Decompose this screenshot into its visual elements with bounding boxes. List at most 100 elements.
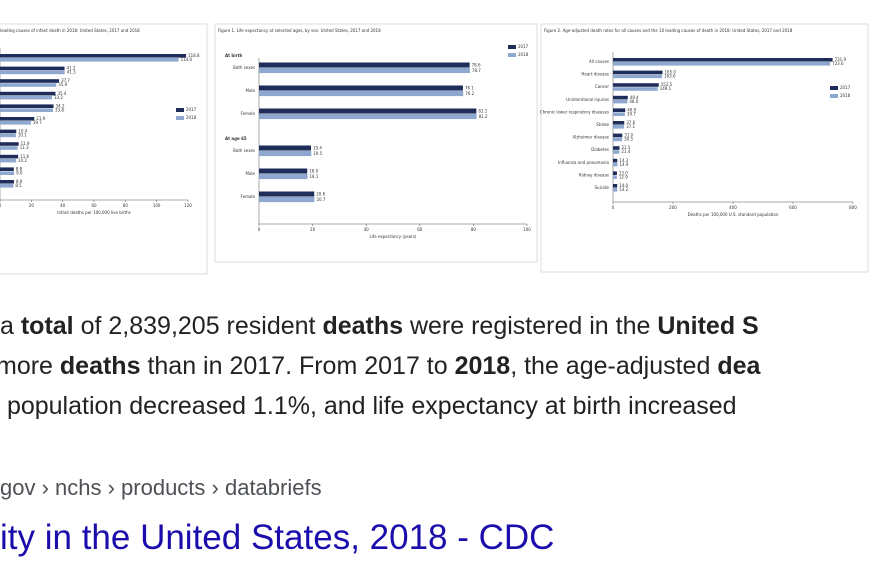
bar bbox=[0, 54, 187, 58]
bar bbox=[0, 95, 53, 100]
image-strip: leading causes of infant death in 2018: … bbox=[0, 23, 869, 275]
value-label: 8.9 bbox=[16, 179, 23, 184]
bar bbox=[613, 83, 659, 87]
value-label: 152.5 bbox=[661, 82, 673, 87]
bar bbox=[613, 146, 620, 150]
bar bbox=[0, 79, 60, 83]
value-label: 34.2 bbox=[56, 103, 65, 108]
value-label: 10.1 bbox=[18, 133, 27, 138]
bar bbox=[259, 68, 470, 74]
legend-label: 2018 bbox=[840, 93, 851, 98]
value-label: 9.0 bbox=[16, 170, 23, 175]
bar bbox=[613, 70, 663, 75]
snippet-text: United S bbox=[657, 312, 759, 340]
snippet-line: population decreased 1.1%, and life expe… bbox=[0, 392, 737, 421]
thumbnail[interactable] bbox=[214, 23, 538, 263]
snippet-text: total bbox=[20, 312, 74, 340]
category-label: Diabetes bbox=[591, 147, 609, 152]
bar bbox=[613, 87, 658, 91]
bar bbox=[0, 129, 17, 134]
legend-label: 2017 bbox=[518, 44, 529, 49]
bar bbox=[0, 83, 57, 87]
value-label: 35.9 bbox=[58, 82, 67, 87]
x-tick-label: 600 bbox=[789, 205, 797, 210]
group-label: At birth bbox=[225, 53, 243, 58]
legend-swatch bbox=[176, 108, 184, 112]
thumbnail[interactable] bbox=[0, 23, 208, 275]
snippet-text: of 2,839,205 resident bbox=[73, 312, 323, 340]
x-tick-label: 200 bbox=[669, 205, 677, 210]
category-label: Alzheimer disease bbox=[572, 135, 609, 140]
snippet-text: than in 2017. From 2017 to bbox=[140, 352, 455, 380]
bar bbox=[613, 125, 625, 129]
category-label: Female bbox=[241, 111, 256, 116]
legend-label: 2017 bbox=[840, 85, 851, 90]
snippet-text: deaths bbox=[322, 312, 404, 340]
value-label: 39.7 bbox=[627, 111, 636, 116]
category-label: Stroke bbox=[596, 122, 609, 127]
category-label: Suicide bbox=[595, 185, 610, 190]
value-label: 48.0 bbox=[629, 99, 638, 104]
value-label: 14.0 bbox=[619, 183, 628, 188]
x-tick-label: 120 bbox=[184, 203, 192, 208]
bar bbox=[0, 171, 15, 175]
snippet-text: 2018 bbox=[454, 352, 511, 380]
value-label: 35.4 bbox=[57, 91, 66, 96]
value-label: 49.4 bbox=[630, 95, 639, 100]
value-label: 21.9 bbox=[36, 116, 45, 121]
value-label: 37.7 bbox=[61, 78, 70, 83]
value-label: 81.1 bbox=[478, 108, 487, 113]
thumb-title: leading causes of infant death in 2018: … bbox=[0, 28, 140, 33]
value-label: 30.5 bbox=[624, 137, 633, 142]
legend-swatch bbox=[508, 45, 516, 49]
x-tick-label: 400 bbox=[729, 205, 737, 210]
bar bbox=[0, 121, 31, 125]
bar bbox=[0, 104, 54, 108]
bar bbox=[259, 191, 315, 197]
category-label: Both sexes bbox=[233, 148, 255, 153]
x-tick-label: 0 bbox=[0, 203, 2, 208]
bar bbox=[259, 62, 470, 68]
bar bbox=[613, 99, 628, 104]
value-label: 18.1 bbox=[310, 174, 319, 179]
x-tick-label: 20 bbox=[29, 203, 35, 208]
bar bbox=[613, 158, 618, 163]
value-label: 19.7 bbox=[33, 120, 42, 125]
bar bbox=[0, 91, 56, 96]
value-label: 11.6 bbox=[20, 154, 29, 159]
value-label: 10.2 bbox=[18, 158, 27, 163]
x-tick-label: 60 bbox=[417, 227, 423, 232]
bar bbox=[613, 108, 626, 112]
bar bbox=[613, 95, 628, 100]
result-title[interactable]: ity in the United States, 2018 - CDC bbox=[0, 518, 555, 557]
bar bbox=[613, 171, 617, 175]
bar bbox=[0, 142, 19, 146]
bar bbox=[613, 175, 617, 179]
bar bbox=[259, 151, 312, 157]
category-label: Both sexes bbox=[233, 65, 255, 70]
bar bbox=[0, 66, 65, 71]
bar bbox=[259, 91, 464, 97]
bar bbox=[259, 145, 311, 151]
x-tick-label: 20 bbox=[310, 227, 316, 232]
snippet-text: , the age-adjusted bbox=[510, 352, 718, 380]
x-tick-label: 60 bbox=[91, 203, 97, 208]
value-label: 18.0 bbox=[309, 168, 318, 173]
value-label: 20.6 bbox=[316, 191, 325, 196]
category-label: All causes bbox=[589, 59, 609, 64]
snippet-text: were registered in the bbox=[403, 312, 658, 340]
bar bbox=[613, 162, 618, 167]
value-label: 78.6 bbox=[472, 62, 481, 67]
value-label: 20.7 bbox=[316, 197, 325, 202]
bar bbox=[613, 62, 831, 66]
value-label: 41.2 bbox=[67, 66, 76, 71]
x-tick-label: 80 bbox=[123, 203, 129, 208]
legend-swatch bbox=[830, 86, 838, 90]
category-label: Male bbox=[246, 171, 256, 176]
category-label: Unintentional injuries bbox=[566, 97, 609, 102]
value-label: 13.0 bbox=[619, 170, 628, 175]
value-label: 114.0 bbox=[181, 57, 193, 62]
value-label: 40.9 bbox=[627, 107, 636, 112]
value-label: 8.8 bbox=[16, 166, 23, 171]
